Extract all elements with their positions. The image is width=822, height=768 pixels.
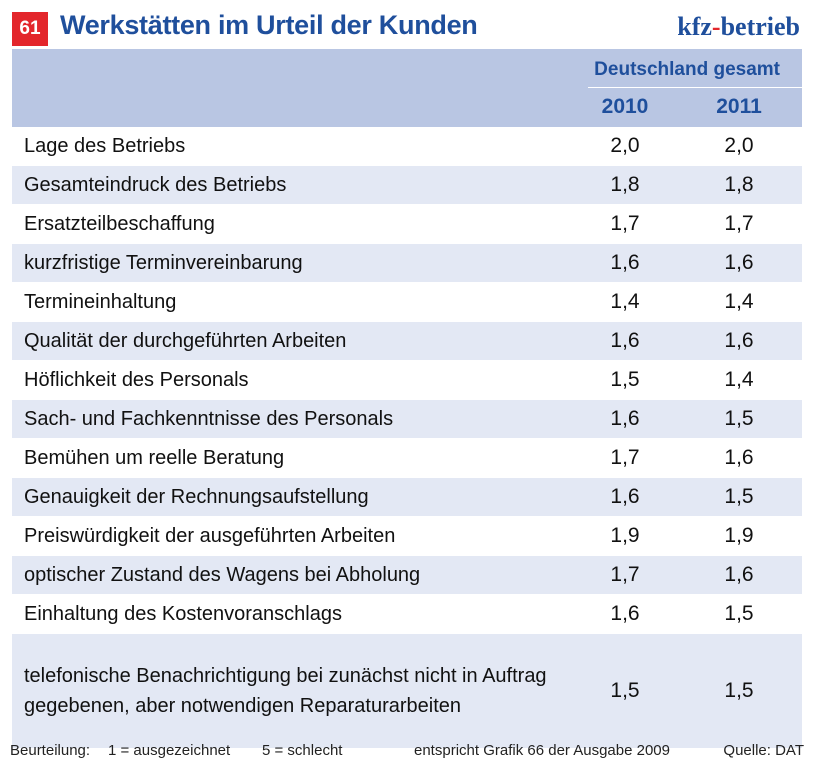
column-header-2010: 2010 [601,95,649,118]
table-row: Höflichkeit des Personals 1,5 1,4 [12,361,802,400]
header: 61 Werkstätten im Urteil der Kunden kfz-… [0,0,822,48]
value-2011: 1,6 [724,329,754,352]
source-note: Quelle: DAT [723,742,804,759]
value-2011: 1,9 [724,524,754,547]
value-2010: 1,7 [610,446,640,469]
value-2010: 1,6 [610,329,640,352]
row-label: Einhaltung des Kostenvoranschlags [24,603,342,625]
value-2010: 1,8 [610,173,640,196]
table-row: Preiswürdigkeit der ausgeführten Arbeite… [12,517,802,556]
row-label: kurzfristige Terminvereinbarung [24,252,303,274]
table-row: Einhaltung des Kostenvoranschlags 1,6 1,5 [12,595,802,634]
footer: Beurteilung: 1 = ausgezeichnet 5 = schle… [0,738,822,766]
value-2011: 1,6 [724,446,754,469]
brand-dash: - [711,12,721,41]
column-group-label: Deutschland gesamt [594,59,780,80]
table-row: telefonische Benachrichtigung bei zunäch… [12,634,802,749]
table-row: Termineinhaltung 1,4 1,4 [12,283,802,322]
rating-label: Beurteilung: [10,742,91,759]
value-2011: 1,5 [724,679,754,702]
table-row: Sach- und Fachkenntnisse des Personals 1,… [12,400,802,439]
value-2011: 1,6 [724,563,754,586]
row-label: Höflichkeit des Personals [24,369,249,391]
value-2011: 1,7 [724,212,754,235]
value-2010: 1,9 [610,524,640,547]
value-2011: 1,4 [724,368,754,391]
footer-note: entspricht Grafik 66 der Ausgabe 2009 [414,742,670,759]
table-body: Lage des Betriebs 2,0 2,0 Gesamteindruck de… [12,127,802,749]
row-label: Genauigkeit der Rechnungsaufstellung [24,486,369,508]
row-label: Preiswürdigkeit der ausgeführten Arbeite… [24,525,396,547]
brand-logo: kfz-betrieb [677,12,800,42]
value-2010: 1,7 [610,563,640,586]
rating-table: Deutschland gesamt 2010 2011 Lage des Be… [12,49,802,749]
row-label: telefonische Benachrichtigung bei zunäch… [24,665,547,717]
row-label: Ersatzteilbeschaffung [24,213,215,235]
table-row: kurzfristige Terminvereinbarung 1,6 1,6 [12,244,802,283]
value-2010: 1,6 [610,251,640,274]
row-label: Sach- und Fachkenntnisse des Personals [24,408,394,430]
row-label: Qualität der durchgeführten Arbeiten [24,330,347,352]
row-label: optischer Zustand des Wagens bei Abholun… [24,564,421,586]
value-2011: 1,5 [724,602,754,625]
value-2010: 1,7 [610,212,640,235]
value-2011: 1,6 [724,251,754,274]
value-2010: 1,6 [610,407,640,430]
table-row: Lage des Betriebs 2,0 2,0 [12,127,802,166]
row-label: Gesamteindruck des Betriebs [24,174,287,196]
table-row: Bemühen um reelle Beratung 1,7 1,6 [12,439,802,478]
row-label: Termineinhaltung [24,291,177,313]
value-2011: 2,0 [724,134,754,157]
row-label: Bemühen um reelle Beratung [24,447,285,469]
value-2010: 1,4 [610,290,640,313]
value-2011: 1,8 [724,173,754,196]
table-row: Ersatzteilbeschaffung 1,7 1,7 [12,205,802,244]
table-row: Genauigkeit der Rechnungsaufstellung 1,6 1… [12,478,802,517]
row-label: Lage des Betriebs [24,135,186,157]
table-row: optischer Zustand des Wagens bei Abholun… [12,556,802,595]
value-2010: 2,0 [610,134,640,157]
value-2011: 1,5 [724,407,754,430]
brand-part-b: betrieb [720,12,800,41]
figure-number-badge: 61 [12,12,48,46]
table-header: Deutschland gesamt 2010 2011 [12,49,802,128]
value-2011: 1,4 [724,290,754,313]
value-2010: 1,6 [610,485,640,508]
rating-best: 1 = ausgezeichnet [108,742,231,759]
column-header-2011: 2011 [716,95,762,118]
chart-title: Werkstätten im Urteil der Kunden [60,10,478,40]
value-2010: 1,5 [610,679,640,702]
table-row: Gesamteindruck des Betriebs 1,8 1,8 [12,166,802,205]
value-2011: 1,5 [724,485,754,508]
rating-worst: 5 = schlecht [262,742,343,759]
value-2010: 1,6 [610,602,640,625]
header-divider [588,87,802,88]
table-row: Qualität der durchgeführten Arbeiten 1,6 1… [12,322,802,361]
brand-part-a: kfz [677,12,712,41]
value-2010: 1,5 [610,368,640,391]
